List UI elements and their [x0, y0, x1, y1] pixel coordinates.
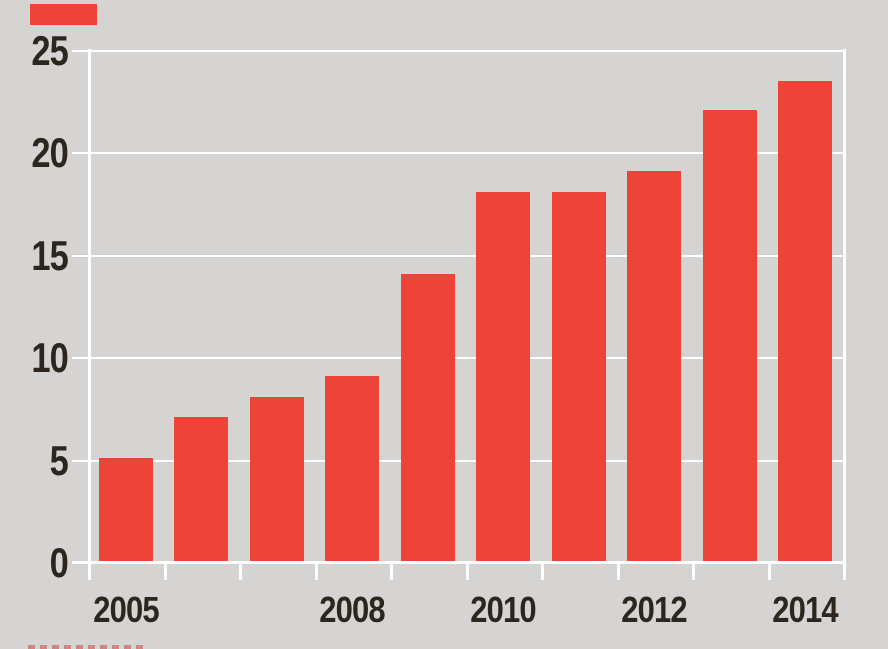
bar-2013 — [702, 110, 757, 561]
gridline — [72, 152, 845, 154]
bar-2012 — [627, 171, 682, 561]
bar-2014 — [778, 81, 833, 561]
gridline — [72, 255, 845, 257]
gridline — [72, 357, 845, 359]
x-axis-year-label: 2014 — [772, 589, 838, 630]
bar-2006 — [174, 417, 229, 561]
x-axis-tick — [466, 564, 469, 580]
gridline — [72, 460, 845, 462]
bar-2010 — [476, 192, 531, 561]
bar-2007 — [249, 397, 304, 561]
x-axis-year-label: 2005 — [93, 589, 159, 630]
x-axis-year-label: 2012 — [621, 589, 687, 630]
x-axis-year-label: 2008 — [319, 589, 385, 630]
bar-2005 — [98, 458, 153, 561]
brand-accent-tab-icon — [30, 4, 97, 25]
y-axis-tick-label: 10 — [31, 334, 68, 381]
bar-2009 — [400, 274, 455, 561]
x-axis-tick — [390, 564, 393, 580]
x-axis-tick — [768, 564, 771, 580]
x-axis-tick — [239, 564, 242, 580]
clipped-caption-sliver — [28, 645, 144, 649]
x-axis-year-label: 2010 — [470, 589, 536, 630]
bar-2011 — [551, 192, 606, 561]
y-axis-tick-label: 15 — [31, 232, 68, 279]
y-axis-tick-label: 0 — [49, 539, 69, 586]
plot-right-edge-line — [843, 49, 846, 580]
x-axis-baseline — [72, 561, 845, 564]
x-axis-tick — [541, 564, 544, 580]
gridline — [72, 50, 845, 52]
bar-2008 — [325, 376, 380, 561]
x-axis-tick — [164, 564, 167, 580]
x-axis-tick — [692, 564, 695, 580]
x-axis-tick — [617, 564, 620, 580]
x-axis-tick — [315, 564, 318, 580]
y-axis-tick-label: 5 — [49, 437, 69, 484]
y-axis-tick-label: 20 — [31, 129, 68, 176]
y-axis-tick-label: 25 — [31, 27, 68, 74]
plot-left-edge-line — [88, 49, 91, 580]
